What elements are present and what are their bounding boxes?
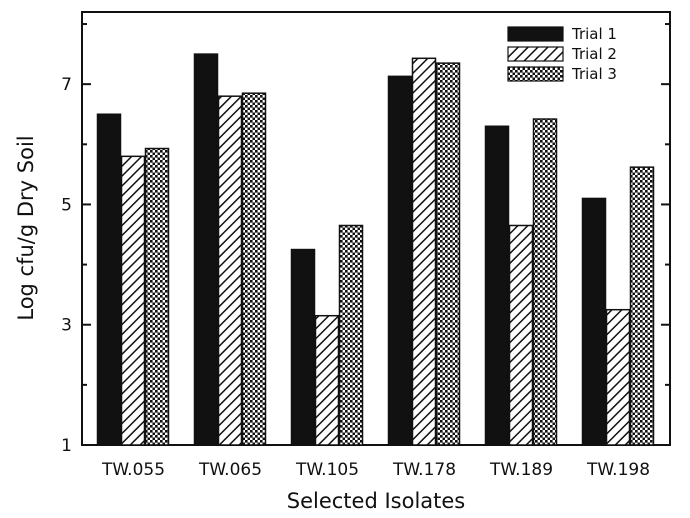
bar-trial-1-tw.189 [484, 125, 510, 446]
legend-swatch-trial-1 [507, 26, 564, 42]
bar-trial-1-tw.178 [387, 75, 413, 446]
legend-label: Trial 3 [571, 65, 617, 83]
y-axis-title: Log cfu/g Dry Soil [14, 135, 38, 320]
legend: Trial 1 Trial 2 Trial 3 [507, 25, 617, 83]
x-axis: TW.055 TW.065 TW.105 TW.178 TW.189 TW.198 [101, 439, 650, 480]
x-axis-title: Selected Isolates [287, 489, 466, 513]
bar-trial-3-tw.105 [338, 224, 364, 446]
bar-trial-3-tw.189 [532, 118, 558, 446]
y-axis: 1 3 5 7 [61, 23, 670, 456]
bars-group [96, 53, 655, 446]
bar-trial-3-tw.198 [629, 166, 655, 446]
bar-trial-1-tw.065 [193, 53, 219, 446]
x-tick-label: TW.055 [101, 460, 165, 480]
bar-trial-3-tw.055 [144, 147, 170, 446]
bar-trial-1-tw.105 [290, 248, 316, 446]
bar-trial-2-tw.178 [411, 57, 437, 446]
y-tick-label: 3 [61, 316, 72, 336]
y-tick-label: 5 [61, 195, 72, 215]
x-tick-label: TW.198 [586, 460, 650, 480]
bar-trial-3-tw.178 [435, 62, 461, 446]
bar-trial-2-tw.105 [314, 314, 340, 446]
plot-area-frame [81, 11, 671, 446]
bar-trial-2-tw.055 [120, 155, 146, 446]
x-tick-label: TW.065 [198, 460, 262, 480]
x-tick-label: TW.178 [392, 460, 456, 480]
y-tick-label: 7 [61, 75, 72, 95]
bar-trial-3-tw.065 [241, 92, 267, 446]
legend-label: Trial 1 [571, 25, 617, 43]
legend-swatch-trial-3 [507, 66, 564, 82]
bar-trial-2-tw.065 [217, 95, 243, 446]
bar-trial-1-tw.055 [96, 113, 122, 446]
bar-trial-2-tw.189 [508, 224, 534, 446]
y-tick-label: 1 [61, 436, 72, 456]
bar-trial-1-tw.198 [581, 197, 607, 446]
x-tick-label: TW.105 [295, 460, 359, 480]
legend-swatch-trial-2 [507, 46, 564, 62]
bar-trial-2-tw.198 [605, 308, 631, 446]
x-tick-label: TW.189 [489, 460, 553, 480]
legend-label: Trial 2 [571, 45, 617, 63]
